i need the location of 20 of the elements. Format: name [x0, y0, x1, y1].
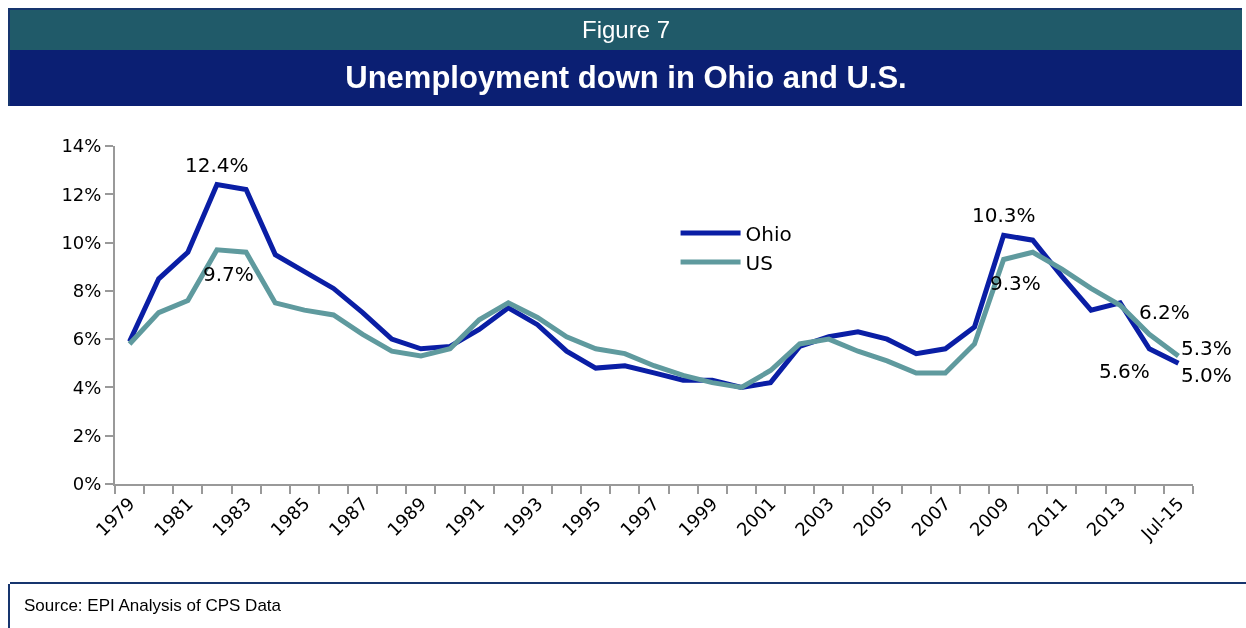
- data-label: 9.7%: [203, 262, 254, 286]
- y-tick-label: 6%: [72, 328, 102, 350]
- data-label: 5.6%: [1099, 359, 1150, 383]
- legend-label: US: [745, 250, 773, 275]
- y-tick-label: 2%: [72, 425, 102, 447]
- caption: Figure 7: [10, 10, 1242, 50]
- y-tick-label: 14%: [61, 135, 102, 157]
- source-note: Source: EPI Analysis of CPS Data: [10, 582, 1246, 616]
- y-tick-label: 8%: [72, 280, 102, 302]
- chart-title: Unemployment down in Ohio and U.S.: [10, 50, 1242, 106]
- data-label: 10.3%: [972, 203, 1036, 227]
- data-label: 12.4%: [185, 153, 249, 177]
- y-tick-label: 12%: [61, 183, 102, 205]
- y-tick-label: 10%: [61, 231, 102, 253]
- data-label: 5.0%: [1181, 363, 1232, 387]
- data-label: 6.2%: [1139, 300, 1190, 324]
- data-label: 5.3%: [1181, 336, 1232, 360]
- y-tick-label: 0%: [72, 473, 102, 495]
- y-tick-label: 4%: [72, 376, 102, 398]
- legend-label: Ohio: [745, 221, 792, 246]
